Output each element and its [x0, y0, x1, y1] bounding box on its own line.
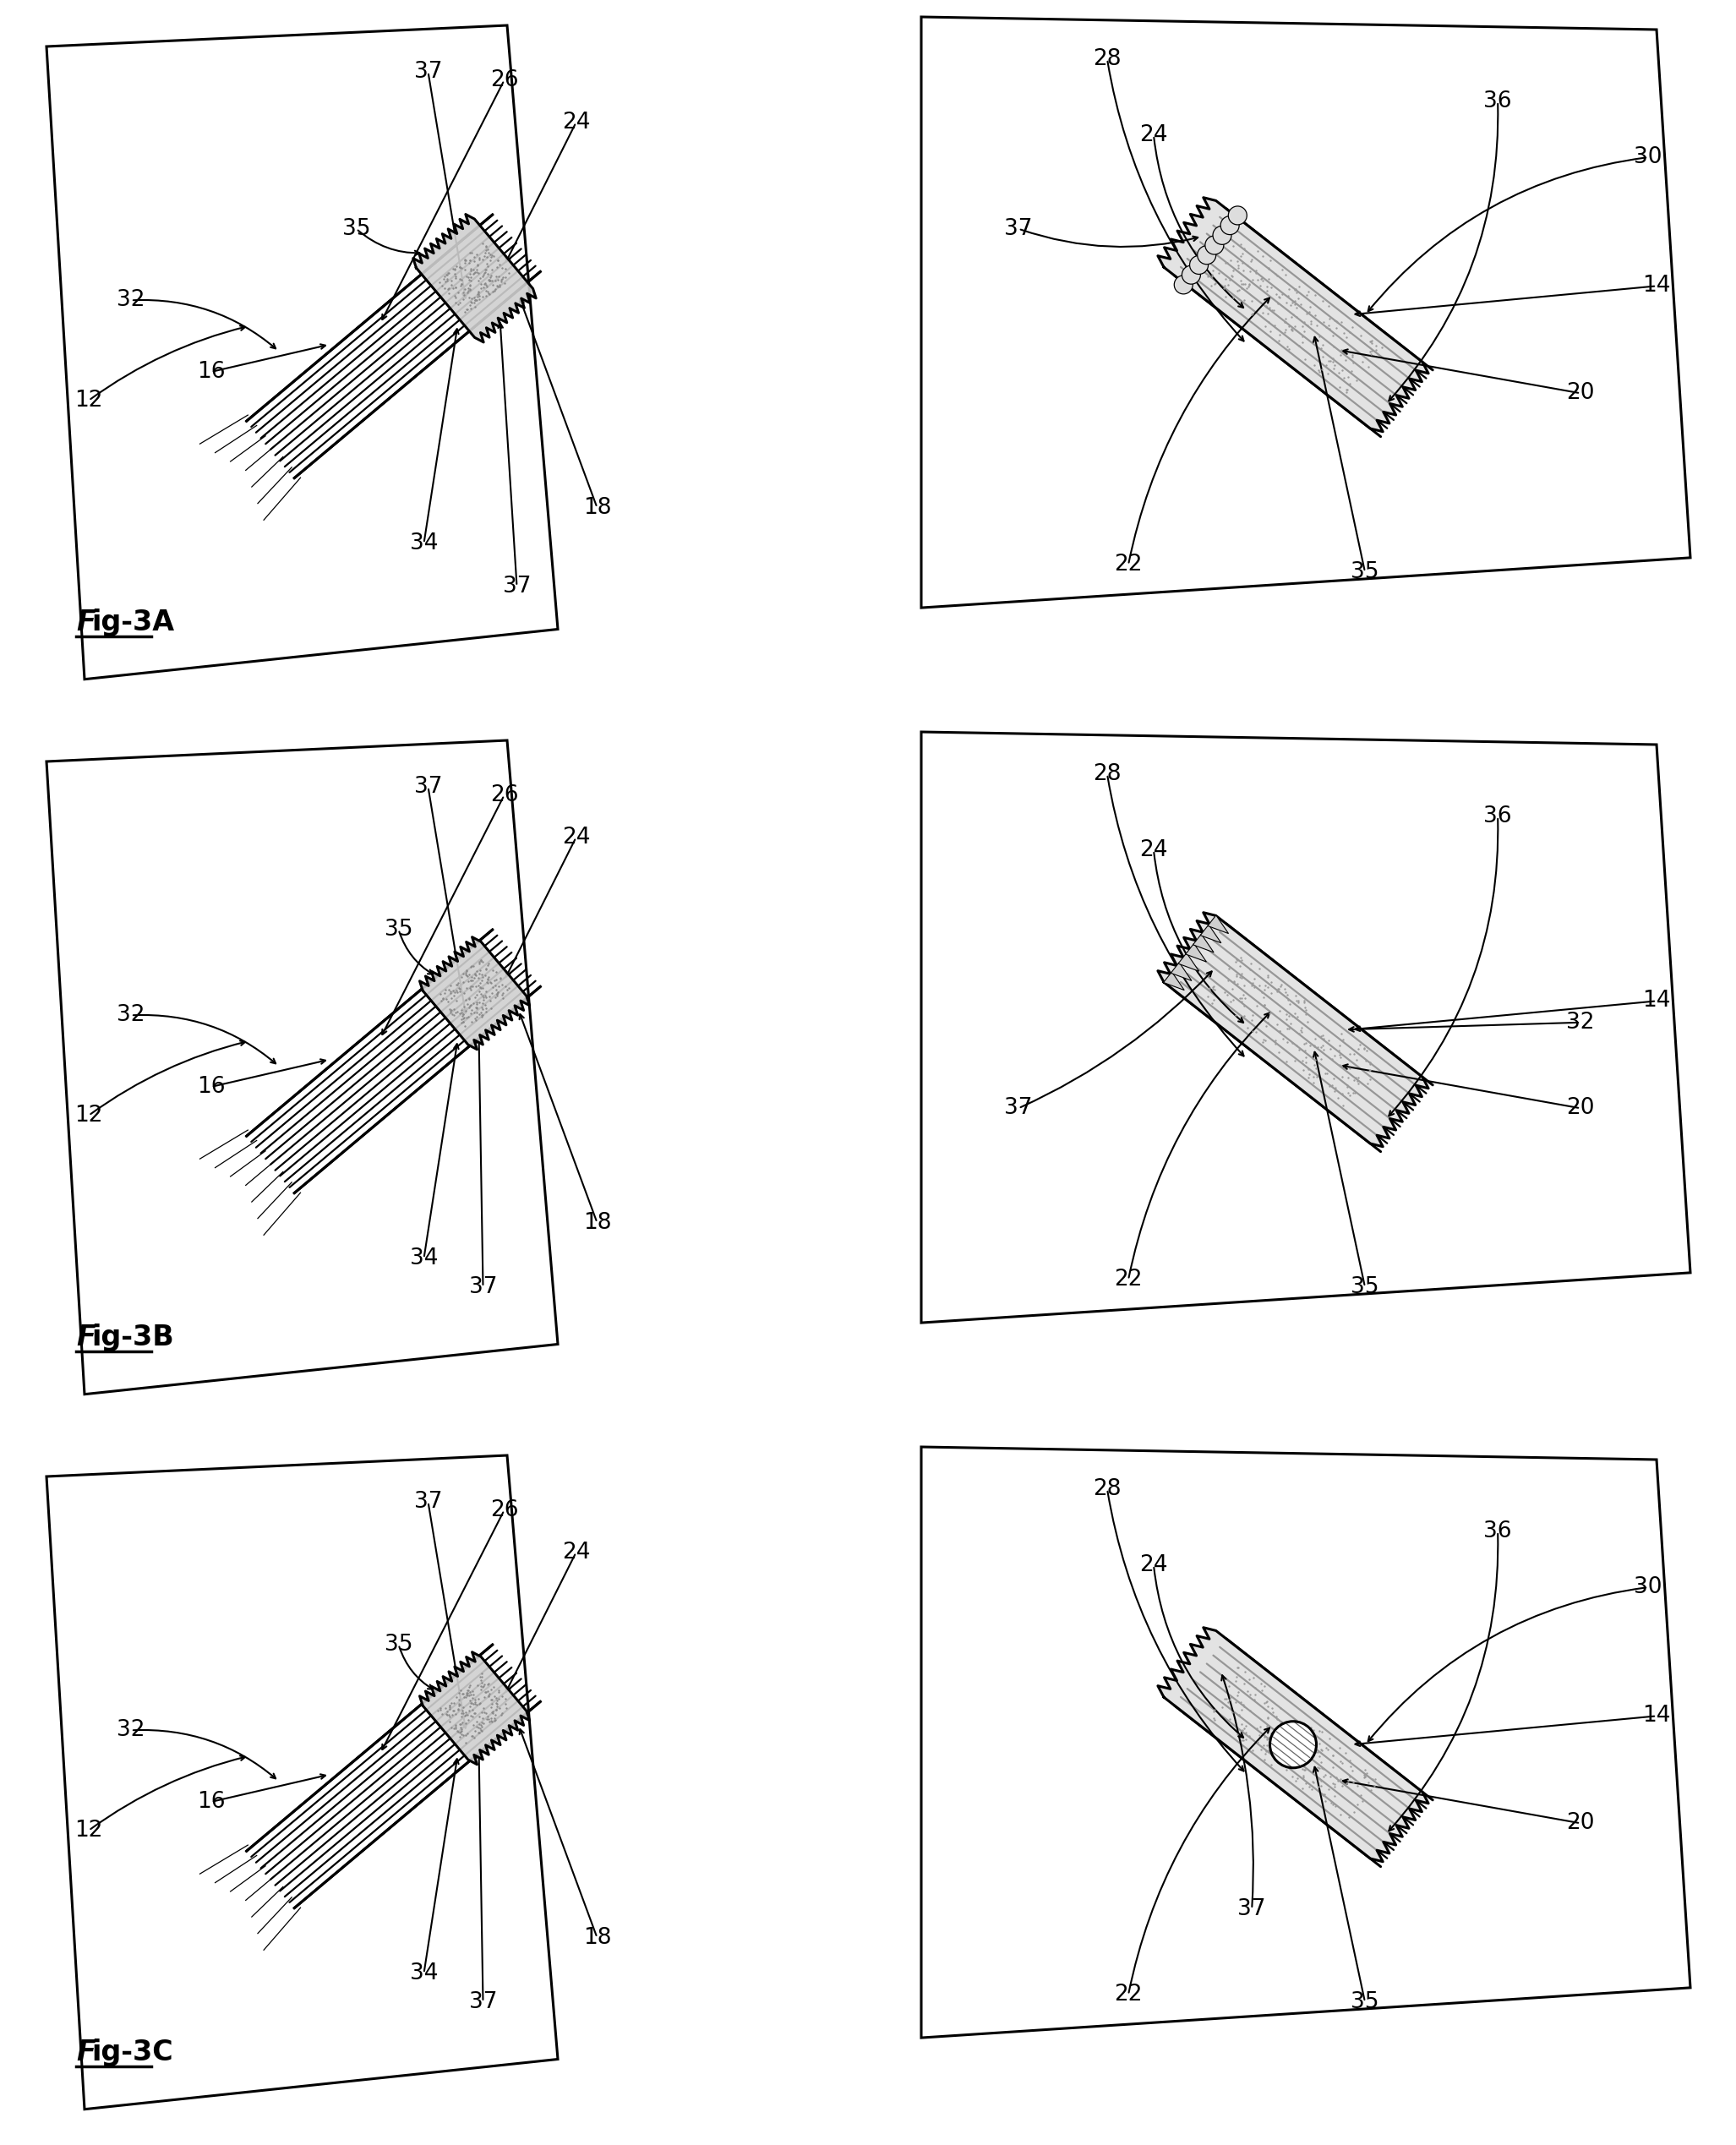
Text: 35: 35 [384, 1634, 413, 1656]
Text: 37: 37 [469, 1276, 496, 1298]
Text: 26: 26 [490, 69, 519, 92]
Text: 20: 20 [1566, 382, 1595, 403]
Text: 35: 35 [1351, 1991, 1378, 2012]
Circle shape [1174, 275, 1193, 294]
Text: ig-3C: ig-3C [92, 2038, 174, 2066]
Text: 30: 30 [1634, 1577, 1663, 1598]
Text: 16: 16 [198, 360, 226, 382]
Text: 14: 14 [1642, 275, 1670, 296]
Polygon shape [1163, 972, 1184, 991]
Text: 36: 36 [1484, 1521, 1512, 1542]
Circle shape [1220, 217, 1240, 234]
Circle shape [1229, 206, 1246, 225]
Text: 32: 32 [1566, 1012, 1595, 1034]
Text: ig-3B: ig-3B [92, 1323, 174, 1351]
Text: F: F [76, 2038, 95, 2066]
Polygon shape [1179, 952, 1200, 972]
Text: 36: 36 [1484, 804, 1512, 828]
Text: 32: 32 [116, 290, 146, 311]
Text: 24: 24 [1139, 1555, 1168, 1577]
Text: 18: 18 [583, 1212, 611, 1233]
Text: F: F [76, 607, 95, 637]
Circle shape [1213, 225, 1231, 245]
Text: 34: 34 [410, 1963, 437, 1984]
Text: 14: 14 [1642, 1705, 1670, 1727]
Polygon shape [420, 937, 529, 1049]
Text: 32: 32 [116, 1720, 146, 1742]
Polygon shape [1200, 924, 1220, 944]
Polygon shape [413, 215, 536, 343]
Polygon shape [1158, 197, 1429, 431]
Text: 12: 12 [75, 390, 102, 412]
Polygon shape [1208, 916, 1229, 933]
Text: 22: 22 [1115, 1984, 1142, 2006]
Text: 18: 18 [583, 1926, 611, 1948]
Text: 20: 20 [1566, 1098, 1595, 1120]
Text: 37: 37 [503, 575, 531, 596]
Circle shape [1189, 255, 1208, 275]
Text: ig-3A: ig-3A [92, 607, 174, 637]
Polygon shape [1170, 963, 1191, 980]
Polygon shape [1193, 933, 1213, 952]
Text: 20: 20 [1566, 1813, 1595, 1834]
Text: 35: 35 [342, 219, 370, 240]
Text: 18: 18 [583, 498, 611, 519]
Text: 28: 28 [1094, 764, 1121, 785]
Text: 35: 35 [384, 918, 413, 940]
Text: 22: 22 [1115, 553, 1142, 575]
Text: 26: 26 [490, 785, 519, 807]
Polygon shape [1186, 944, 1207, 961]
Text: 37: 37 [1005, 219, 1033, 240]
Text: 24: 24 [562, 826, 590, 849]
Text: 30: 30 [1634, 146, 1663, 167]
Text: 34: 34 [410, 1248, 437, 1270]
Text: 24: 24 [1139, 839, 1168, 860]
Text: 14: 14 [1642, 991, 1670, 1012]
Polygon shape [420, 1652, 529, 1765]
Text: 26: 26 [490, 1499, 519, 1521]
Circle shape [1182, 266, 1201, 283]
Text: 24: 24 [562, 112, 590, 133]
Text: 35: 35 [1351, 1276, 1378, 1298]
Text: 37: 37 [413, 776, 443, 798]
Text: 22: 22 [1115, 1270, 1142, 1291]
Text: 28: 28 [1094, 1478, 1121, 1499]
Text: 12: 12 [75, 1105, 102, 1126]
Text: 24: 24 [1139, 124, 1168, 146]
Polygon shape [1158, 1628, 1429, 1862]
Circle shape [1198, 247, 1215, 264]
Text: 36: 36 [1484, 90, 1512, 112]
Text: 24: 24 [562, 1542, 590, 1564]
Text: 16: 16 [198, 1791, 226, 1813]
Text: 37: 37 [1005, 1098, 1033, 1120]
Text: 12: 12 [75, 1819, 102, 1840]
Text: 16: 16 [198, 1077, 226, 1098]
Text: 37: 37 [469, 1991, 496, 2012]
Text: 37: 37 [1238, 1898, 1266, 1920]
Text: 32: 32 [116, 1004, 146, 1025]
Circle shape [1269, 1720, 1316, 1767]
Polygon shape [1158, 912, 1429, 1148]
Circle shape [1205, 236, 1224, 255]
Text: 37: 37 [413, 1491, 443, 1512]
Text: 34: 34 [410, 532, 437, 553]
Text: 35: 35 [1351, 562, 1378, 583]
Text: F: F [76, 1323, 95, 1351]
Text: 28: 28 [1094, 47, 1121, 71]
Text: 37: 37 [413, 60, 443, 84]
